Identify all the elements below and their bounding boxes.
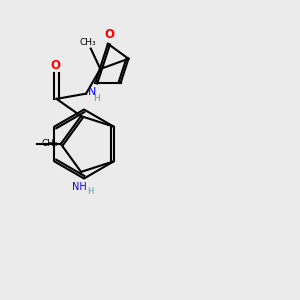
Text: NH: NH: [72, 182, 87, 191]
Text: O: O: [104, 28, 114, 41]
Text: CH₃: CH₃: [41, 140, 58, 148]
Text: H: H: [88, 187, 94, 196]
Text: H: H: [93, 94, 100, 103]
Text: N: N: [88, 87, 96, 97]
Text: O: O: [50, 59, 60, 72]
Text: CH₃: CH₃: [80, 38, 96, 47]
